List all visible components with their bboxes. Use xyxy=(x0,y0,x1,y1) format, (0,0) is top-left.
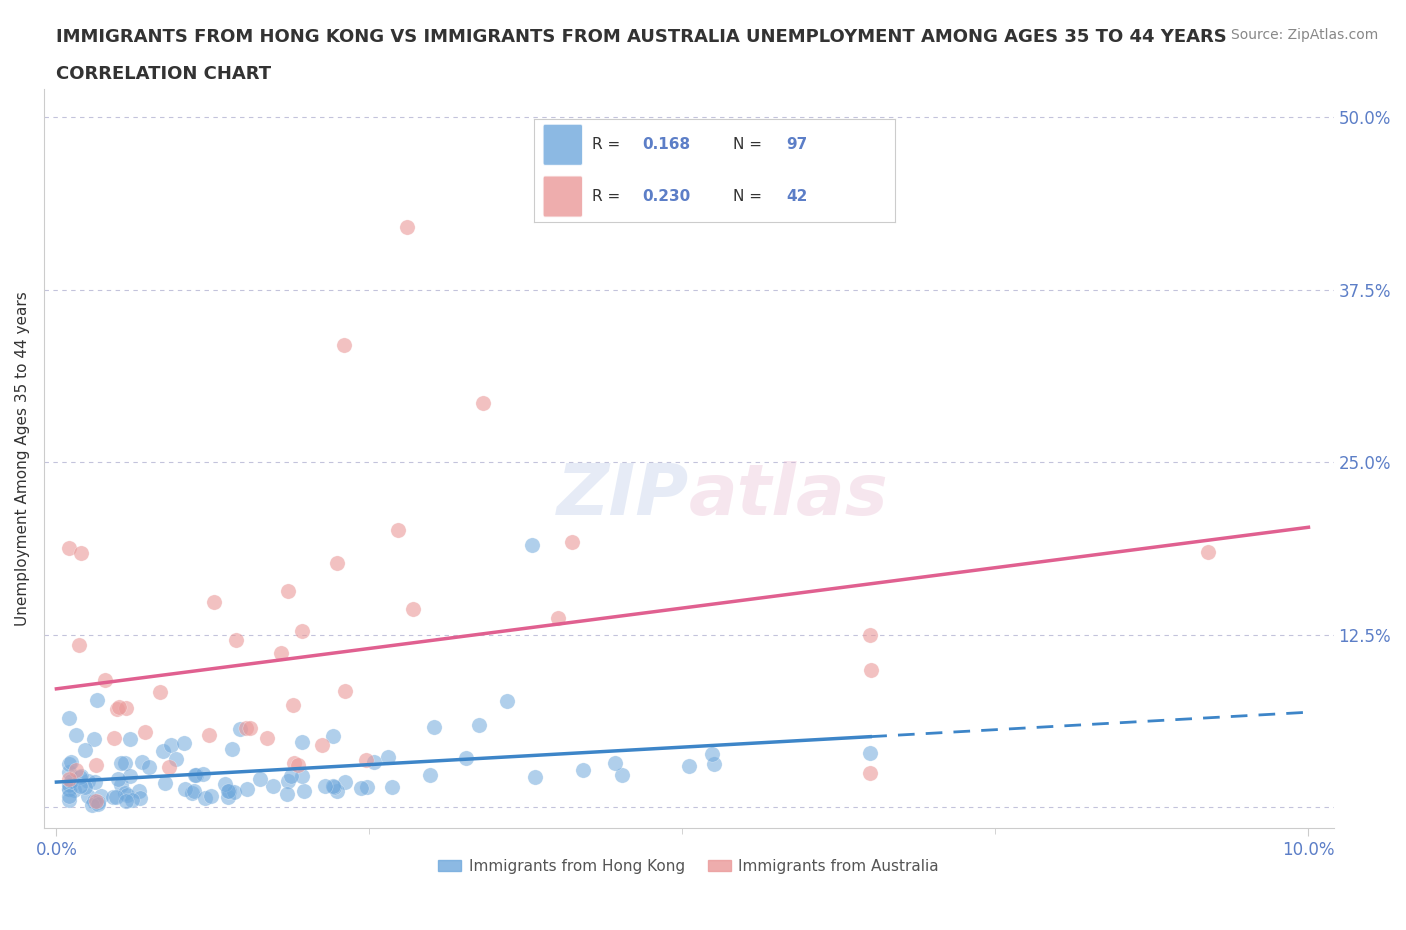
Legend: Immigrants from Hong Kong, Immigrants from Australia: Immigrants from Hong Kong, Immigrants fr… xyxy=(432,853,945,880)
Text: Source: ZipAtlas.com: Source: ZipAtlas.com xyxy=(1230,28,1378,42)
Y-axis label: Unemployment Among Ages 35 to 44 years: Unemployment Among Ages 35 to 44 years xyxy=(15,291,30,626)
Text: IMMIGRANTS FROM HONG KONG VS IMMIGRANTS FROM AUSTRALIA UNEMPLOYMENT AMONG AGES 3: IMMIGRANTS FROM HONG KONG VS IMMIGRANTS … xyxy=(56,28,1227,46)
Text: CORRELATION CHART: CORRELATION CHART xyxy=(56,65,271,83)
Text: atlas: atlas xyxy=(689,461,889,530)
Text: ZIP: ZIP xyxy=(557,461,689,530)
